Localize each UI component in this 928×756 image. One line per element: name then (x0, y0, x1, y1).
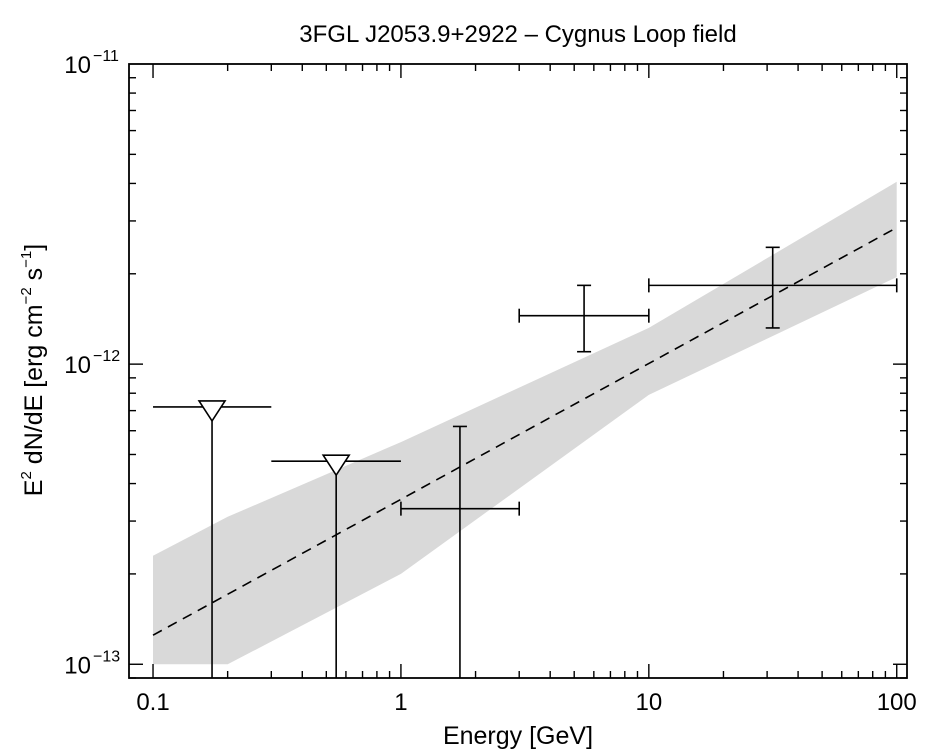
upper-limit-0 (153, 400, 272, 678)
x-tick-label: 100 (877, 689, 917, 716)
y-tick-label: 10 (64, 52, 91, 79)
labels-layer: 3FGL J2053.9+2922 – Cygnus Loop field En… (18, 21, 737, 750)
plot-frame (128, 63, 908, 679)
y-tick-label-base: 10 (64, 52, 91, 79)
y-axis-label-text2: s (20, 268, 48, 287)
data-points-layer (153, 246, 898, 678)
y-tick-label-exponent: −12 (93, 348, 120, 365)
confidence-band (153, 181, 897, 665)
y-tick-label: 10 (64, 352, 91, 379)
y-axis-label: E2 dN/dE [erg cm−2 s−1] (18, 244, 48, 496)
data-point-1 (518, 284, 650, 353)
y-tick-label-base: 10 (64, 352, 91, 379)
x-tick-label: 0.1 (136, 689, 169, 716)
y-tick-label-base: 10 (64, 652, 91, 679)
upper-limit-marker (321, 454, 351, 477)
y-axis-label-exp: −2 (18, 287, 35, 304)
x-tick-label: 10 (635, 689, 662, 716)
data-point-2 (648, 246, 898, 329)
upper-limit-1 (271, 454, 401, 678)
y-axis-label-base: E (20, 480, 48, 497)
y-axis-label-close: ] (20, 244, 48, 251)
y-tick-label: 10 (64, 652, 91, 679)
y-axis-label-text: dN/dE [erg cm (20, 304, 48, 471)
chart-title: 3FGL J2053.9+2922 – Cygnus Loop field (299, 21, 736, 48)
upper-limit-marker (197, 400, 227, 423)
data-point-0 (400, 425, 521, 678)
y-axis-label-exp2: −1 (18, 251, 35, 268)
confidence-band-layer (153, 181, 897, 665)
x-tick-label: 1 (394, 689, 407, 716)
y-tick-label-exponent: −13 (93, 648, 120, 665)
y-axis-label-sq: 2 (18, 471, 35, 479)
y-tick-label-exponent: −11 (93, 48, 119, 65)
x-axis-label: Energy [GeV] (443, 722, 593, 750)
